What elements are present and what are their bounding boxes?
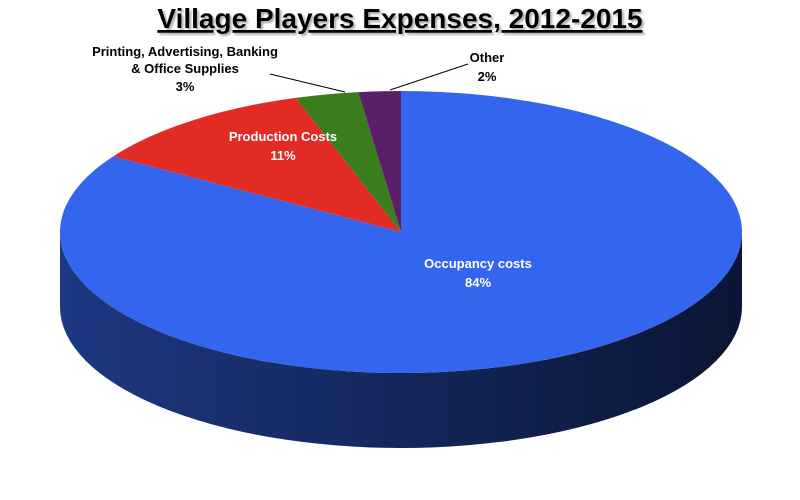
label-box: Printing, Advertising, Banking & Office …	[92, 44, 278, 76]
slice-side	[60, 232, 742, 448]
slice	[358, 91, 401, 232]
value-label: 3%	[176, 79, 195, 94]
pie	[59, 91, 743, 448]
chart-title: Village Players Expenses, 2012-2015	[157, 3, 642, 34]
value-label: 2%	[478, 69, 497, 84]
category-label: Printing, Advertising, Banking & Office …	[92, 44, 278, 76]
value-label: 11%	[270, 148, 296, 163]
category-label: Occupancy costs	[424, 256, 532, 271]
leader-line	[269, 73, 346, 93]
slice	[295, 92, 401, 233]
value-label: 84%	[465, 275, 491, 290]
category-label: Production Costs	[229, 129, 337, 144]
slice	[113, 97, 402, 232]
labels: Occupancy costs 84% Production Costs 11% Pri…	[92, 44, 532, 290]
category-label: Other	[470, 50, 505, 65]
leader-line	[389, 63, 469, 91]
